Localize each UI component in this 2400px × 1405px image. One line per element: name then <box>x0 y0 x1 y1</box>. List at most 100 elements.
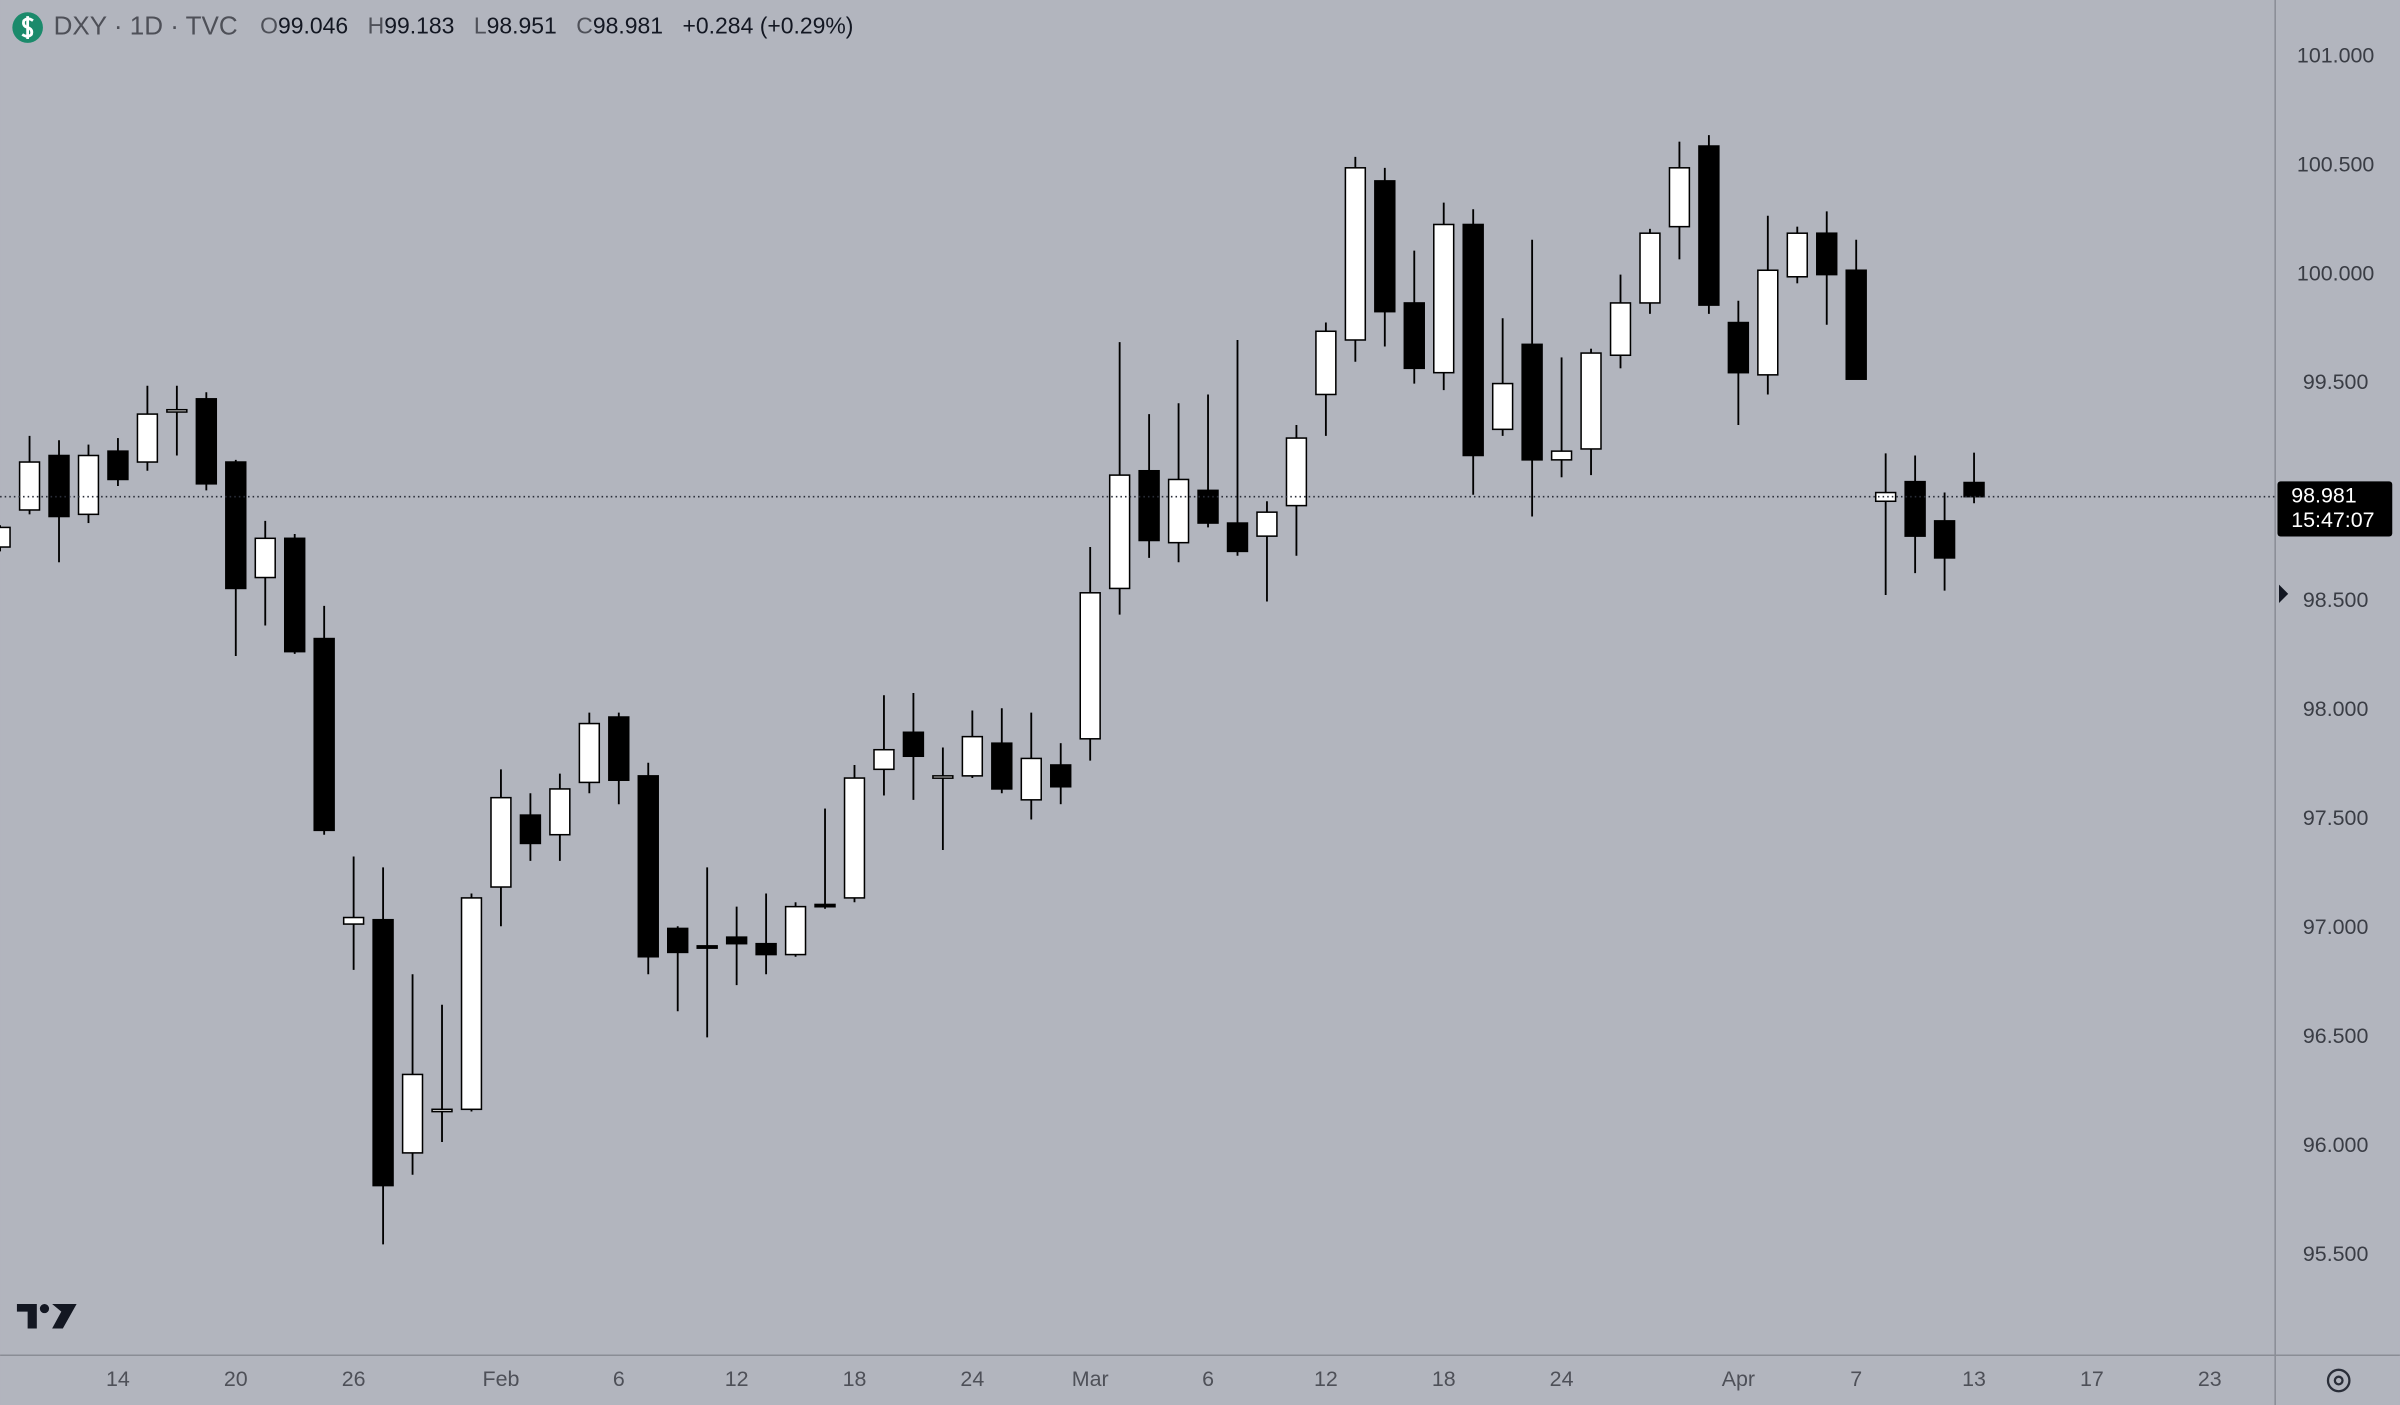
symbol-header: DXY · 1D · TVC <box>54 10 238 40</box>
x-tick-label: 6 <box>1202 1367 1214 1391</box>
ohlc-value: 99.046 <box>278 13 348 39</box>
candle-body <box>1845 269 1867 380</box>
candle-body <box>1344 167 1367 341</box>
candle-body <box>667 927 689 954</box>
candle-body <box>431 1108 453 1113</box>
candle-body <box>1786 232 1808 278</box>
x-tick-label: 12 <box>725 1367 749 1391</box>
x-tick-label: 24 <box>1550 1367 1574 1391</box>
candle-body <box>961 735 984 777</box>
candle-body <box>1315 330 1337 396</box>
tradingview-logo <box>16 1303 77 1329</box>
x-tick-label: 17 <box>2080 1367 2104 1391</box>
candle-body <box>1491 382 1514 431</box>
x-tick-label: 14 <box>106 1367 130 1391</box>
candle-body <box>578 722 601 784</box>
candle-body <box>1374 180 1396 313</box>
candle-body <box>1433 223 1455 374</box>
candle-body <box>0 526 11 548</box>
candle-body <box>1550 450 1573 461</box>
candle-body <box>1816 232 1838 276</box>
candle-body <box>225 461 247 590</box>
x-tick-label: 20 <box>224 1367 248 1391</box>
ohlc-label: H <box>368 13 385 39</box>
candle-body <box>372 918 394 1187</box>
candle-body <box>1580 352 1602 450</box>
candle-body <box>549 788 571 836</box>
candle-body <box>48 454 70 518</box>
candle-body <box>1256 511 1278 537</box>
candle-body <box>608 716 630 781</box>
last-price-tag <box>2277 481 2393 537</box>
candle-body <box>1226 522 1249 553</box>
y-tick-label: 97.000 <box>2303 915 2369 939</box>
x-tick-label: 18 <box>1432 1367 1456 1391</box>
candle-body <box>1197 489 1219 524</box>
logo-part <box>39 1303 50 1314</box>
candle-body <box>254 537 276 579</box>
plot-area <box>0 135 2275 1245</box>
candle-body <box>1050 764 1072 788</box>
candle-body <box>1403 302 1425 370</box>
y-tick-label: 97.500 <box>2303 806 2369 830</box>
candle-body <box>136 413 159 463</box>
candle-body <box>1521 343 1543 461</box>
candle-body <box>1167 478 1190 544</box>
candle-body <box>1933 520 1956 559</box>
alert-marker <box>2279 584 2289 604</box>
y-tick-label: 101.000 <box>2297 43 2374 67</box>
candle-body <box>991 742 1013 790</box>
settings-gear[interactable] <box>2326 1368 2351 1393</box>
candle-body <box>107 450 129 481</box>
candle-body <box>637 775 659 958</box>
ohlc-value: 98.981 <box>593 13 663 39</box>
settings-button[interactable] <box>2326 1368 2351 1393</box>
candle-body <box>1020 757 1042 801</box>
candle-body <box>843 777 866 899</box>
x-tick-label: 7 <box>1850 1367 1862 1391</box>
candle-body <box>1904 480 1926 537</box>
candle-body <box>1727 321 1750 374</box>
settings-gear-center[interactable] <box>2333 1375 2344 1386</box>
candle-body <box>902 731 925 758</box>
y-tick-label: 99.500 <box>2303 370 2369 394</box>
candle-body <box>283 537 306 653</box>
candle-body <box>490 796 512 888</box>
candle-body <box>195 398 218 485</box>
candle-body <box>1079 592 1101 740</box>
y-tick-label: 100.000 <box>2297 261 2374 285</box>
candle-body <box>1874 491 1897 503</box>
candle-body <box>460 897 483 1111</box>
candle-body <box>814 903 836 908</box>
candle-body <box>696 945 718 949</box>
candle-body <box>519 814 542 845</box>
candle-body <box>18 461 41 511</box>
candle-body <box>401 1073 424 1154</box>
x-tick-label: Apr <box>1722 1367 1755 1391</box>
candle-body <box>1698 145 1720 306</box>
ohlc-value: 98.951 <box>487 13 557 39</box>
x-tick-label: 13 <box>1962 1367 1986 1391</box>
y-tick-label: 96.500 <box>2303 1024 2369 1048</box>
candle-body <box>77 454 100 516</box>
candle-body <box>1462 223 1484 457</box>
candle-body <box>1668 167 1691 228</box>
change-value: +0.284 (+0.29%) <box>683 13 854 39</box>
x-tick-label: 6 <box>613 1367 625 1391</box>
x-tick-label: 23 <box>2198 1367 2222 1391</box>
candle-body <box>1108 474 1131 590</box>
logo-part <box>52 1303 77 1329</box>
ohlc-label: C <box>576 13 593 39</box>
candle-body <box>166 408 188 413</box>
candle-body <box>932 775 954 779</box>
x-tick-label: Mar <box>1072 1367 1109 1391</box>
y-tick-label: 95.500 <box>2303 1242 2369 1266</box>
candle-body <box>784 905 807 956</box>
y-tick-label: 98.000 <box>2303 697 2369 721</box>
ohlc-label: L <box>474 13 487 39</box>
candle-body <box>342 916 365 925</box>
symbol-icon-glyph <box>21 16 34 40</box>
